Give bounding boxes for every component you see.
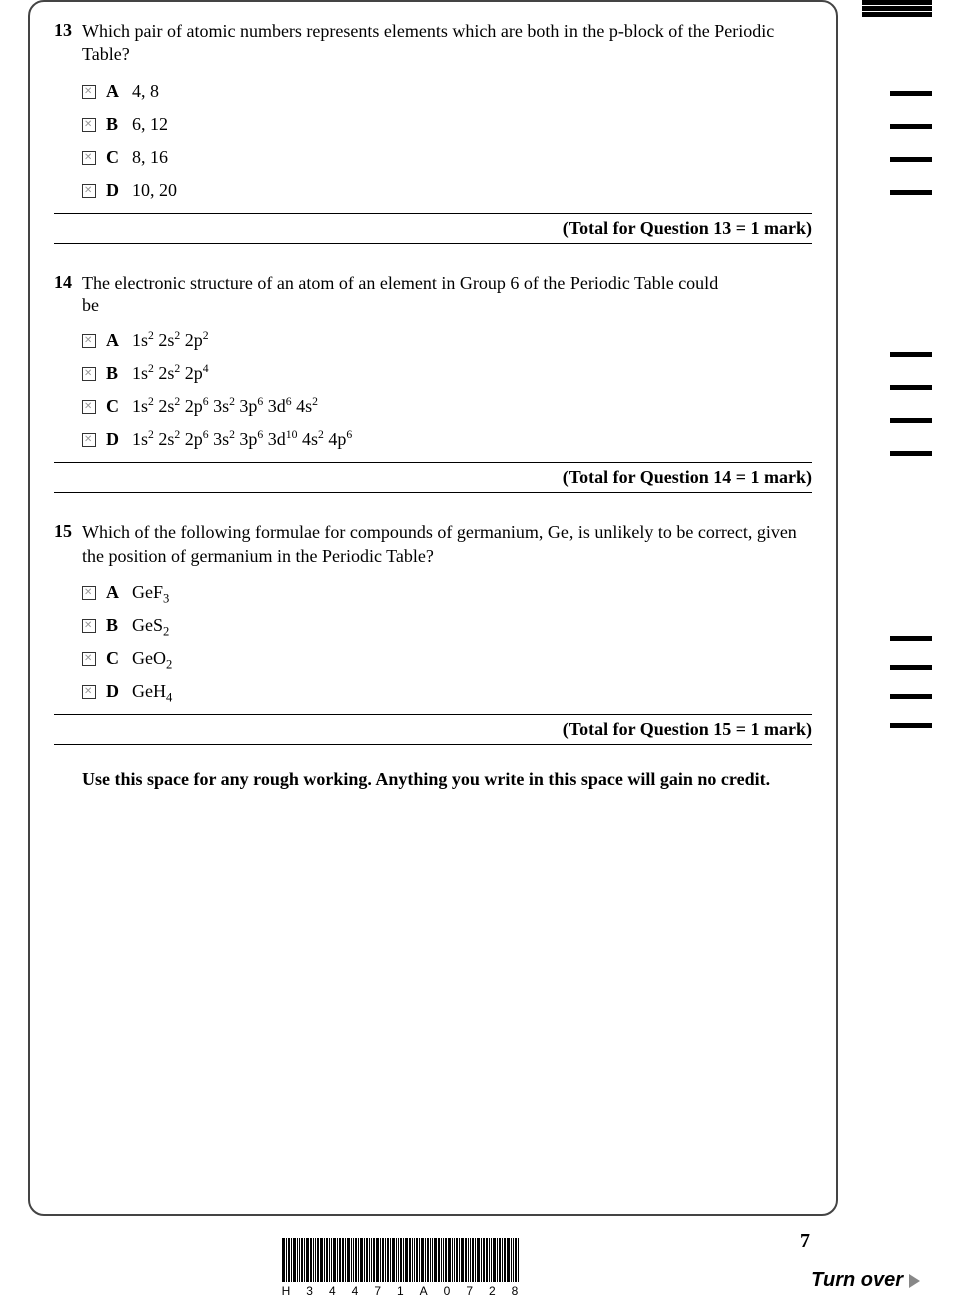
checkbox-icon[interactable] xyxy=(82,586,96,600)
checkbox-icon[interactable] xyxy=(82,184,96,198)
option-text: GeH4 xyxy=(132,681,812,702)
q14-number: 14 xyxy=(54,272,82,293)
option-letter: C xyxy=(106,648,132,669)
question-14: 14 The electronic structure of an atom o… xyxy=(54,272,812,493)
q14-text-line1: The electronic structure of an atom of a… xyxy=(82,272,812,295)
q13-option-d[interactable]: D 10, 20 xyxy=(82,180,812,201)
turn-over-text: Turn over xyxy=(811,1269,903,1292)
barcode-text: H34471A0728 xyxy=(230,1284,570,1298)
barcode-bars xyxy=(240,1238,560,1282)
option-text: 1s2 2s2 2p4 xyxy=(132,363,812,384)
q15-total: (Total for Question 15 = 1 mark) xyxy=(54,714,812,745)
rough-working-note: Use this space for any rough working. An… xyxy=(82,769,812,790)
option-letter: D xyxy=(106,180,132,201)
checkbox-icon[interactable] xyxy=(82,433,96,447)
option-letter: B xyxy=(106,114,132,135)
q13-option-b[interactable]: B 6, 12 xyxy=(82,114,812,135)
option-text: GeO2 xyxy=(132,648,812,669)
q14-option-c[interactable]: C 1s2 2s2 2p6 3s2 3p6 3d6 4s2 xyxy=(82,396,812,417)
edge-marks xyxy=(862,0,932,1312)
option-text: 1s2 2s2 2p2 xyxy=(132,330,812,351)
option-letter: C xyxy=(106,147,132,168)
barcode: H34471A0728 xyxy=(230,1238,570,1298)
turn-over: Turn over xyxy=(811,1269,920,1292)
q14-option-a[interactable]: A 1s2 2s2 2p2 xyxy=(82,330,812,351)
option-letter: D xyxy=(106,429,132,450)
q15-option-a[interactable]: A GeF3 xyxy=(82,582,812,603)
q13-option-c[interactable]: C 8, 16 xyxy=(82,147,812,168)
page-frame: 13 Which pair of atomic numbers represen… xyxy=(28,0,838,1216)
q14-option-d[interactable]: D 1s2 2s2 2p6 3s2 3p6 3d10 4s2 4p6 xyxy=(82,429,812,450)
option-letter: A xyxy=(106,81,132,102)
option-letter: C xyxy=(106,396,132,417)
question-15: 15 Which of the following formulae for c… xyxy=(54,521,812,790)
checkbox-icon[interactable] xyxy=(82,685,96,699)
triangle-right-icon xyxy=(909,1274,920,1288)
option-text: GeF3 xyxy=(132,582,812,603)
checkbox-icon[interactable] xyxy=(82,400,96,414)
option-text: 6, 12 xyxy=(132,114,812,135)
option-text: GeS2 xyxy=(132,615,812,636)
checkbox-icon[interactable] xyxy=(82,118,96,132)
checkbox-icon[interactable] xyxy=(82,652,96,666)
checkbox-icon[interactable] xyxy=(82,367,96,381)
q15-options: A GeF3 B GeS2 C GeO2 D GeH4 xyxy=(82,582,812,702)
q15-option-c[interactable]: C GeO2 xyxy=(82,648,812,669)
q13-options: A 4, 8 B 6, 12 C 8, 16 D 10, 20 xyxy=(82,81,812,201)
checkbox-icon[interactable] xyxy=(82,334,96,348)
option-letter: A xyxy=(106,582,132,603)
q14-total: (Total for Question 14 = 1 mark) xyxy=(54,462,812,493)
q14-options: A 1s2 2s2 2p2 B 1s2 2s2 2p4 C 1s2 2s2 2p… xyxy=(82,330,812,450)
q15-text: Which of the following formulae for comp… xyxy=(82,521,812,568)
option-text: 1s2 2s2 2p6 3s2 3p6 3d10 4s2 4p6 xyxy=(132,429,812,450)
option-text: 10, 20 xyxy=(132,180,812,201)
q14-option-b[interactable]: B 1s2 2s2 2p4 xyxy=(82,363,812,384)
option-letter: A xyxy=(106,330,132,351)
option-text: 1s2 2s2 2p6 3s2 3p6 3d6 4s2 xyxy=(132,396,812,417)
option-text: 4, 8 xyxy=(132,81,812,102)
page-footer: 7 H34471A0728 Turn over xyxy=(0,1228,960,1298)
q15-number: 15 xyxy=(54,521,82,542)
q15-option-d[interactable]: D GeH4 xyxy=(82,681,812,702)
q13-total: (Total for Question 13 = 1 mark) xyxy=(54,213,812,244)
page-number: 7 xyxy=(800,1230,810,1253)
checkbox-icon[interactable] xyxy=(82,151,96,165)
q15-option-b[interactable]: B GeS2 xyxy=(82,615,812,636)
option-letter: D xyxy=(106,681,132,702)
q13-option-a[interactable]: A 4, 8 xyxy=(82,81,812,102)
option-letter: B xyxy=(106,615,132,636)
checkbox-icon[interactable] xyxy=(82,619,96,633)
q13-text: Which pair of atomic numbers represents … xyxy=(82,20,812,67)
option-letter: B xyxy=(106,363,132,384)
checkbox-icon[interactable] xyxy=(82,85,96,99)
q13-number: 13 xyxy=(54,20,82,41)
option-text: 8, 16 xyxy=(132,147,812,168)
question-13: 13 Which pair of atomic numbers represen… xyxy=(54,20,812,244)
q14-text-line2: be xyxy=(82,295,812,316)
